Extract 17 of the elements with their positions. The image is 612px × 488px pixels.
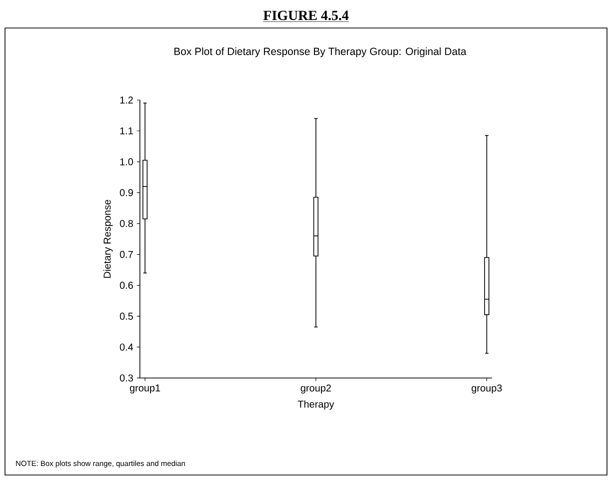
y-tick-label: 0.7 bbox=[120, 250, 133, 258]
x-axis-title: Therapy bbox=[298, 400, 334, 410]
y-tick-label: 0.9 bbox=[120, 189, 133, 196]
y-tick-label: 0.3 bbox=[120, 374, 133, 382]
y-tick-label: 0.8 bbox=[120, 220, 133, 228]
y-tick-label: 1.1 bbox=[120, 127, 133, 134]
y-tick-label: 0.6 bbox=[120, 282, 133, 289]
y-tick-label: 1.2 bbox=[120, 96, 133, 104]
caption: FIGURE 4.5.4 bbox=[263, 10, 349, 20]
y-tick-label: 0.4 bbox=[120, 344, 134, 351]
x-tick-label: group1 bbox=[130, 384, 160, 394]
y-tick-label: 1.0 bbox=[120, 158, 133, 166]
chart-title: Box Plot of Dietary Response By Therapy Group: Original Data bbox=[174, 47, 466, 58]
y-axis-title: Dietary Response bbox=[103, 200, 113, 278]
x-tick-label: group3 bbox=[472, 384, 502, 394]
y-tick-label: 0.5 bbox=[120, 312, 133, 320]
x-tick-label: group2 bbox=[300, 384, 331, 394]
